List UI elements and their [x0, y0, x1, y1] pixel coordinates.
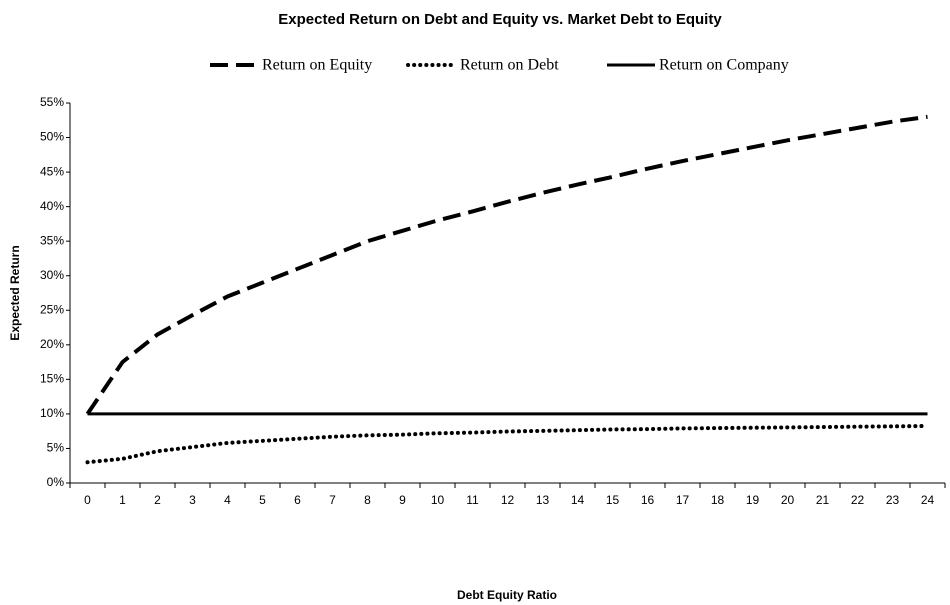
x-tick-label: 1: [119, 493, 126, 507]
x-tick-label: 19: [746, 493, 760, 507]
y-tick-label: 10%: [40, 406, 64, 420]
x-tick-label: 21: [816, 493, 830, 507]
x-tick-label: 10: [431, 493, 445, 507]
y-tick-label: 20%: [40, 337, 64, 351]
legend-label: Return on Company: [659, 57, 789, 74]
x-tick-label: 7: [329, 493, 336, 507]
x-tick-label: 6: [294, 493, 301, 507]
x-tick-label: 11: [466, 493, 479, 507]
x-tick-label: 20: [781, 493, 795, 507]
x-tick-label: 9: [399, 493, 406, 507]
y-tick-label: 30%: [40, 268, 64, 282]
x-tick-label: 8: [364, 493, 371, 507]
x-tick-label: 5: [259, 493, 266, 507]
x-tick-label: 2: [154, 493, 161, 507]
y-tick-label: 45%: [40, 164, 64, 178]
y-tick-label: 40%: [40, 199, 64, 213]
line-series: [85, 424, 930, 465]
y-tick-label: 5%: [47, 441, 65, 455]
x-tick-label: 15: [606, 493, 620, 507]
line-series: [85, 114, 928, 416]
y-tick-label: 25%: [40, 302, 64, 316]
legend-label: Return on Debt: [460, 57, 559, 74]
chart-title: Expected Return on Debt and Equity vs. M…: [278, 11, 722, 28]
y-axis-title: Expected Return: [8, 245, 22, 340]
x-tick-label: 12: [501, 493, 515, 507]
x-tick-label: 14: [571, 493, 585, 507]
legend-label: Return on Equity: [262, 57, 372, 74]
y-tick-label: 50%: [40, 130, 64, 144]
y-tick-label: 15%: [40, 372, 64, 386]
x-tick-label: 0: [84, 493, 91, 507]
y-tick-label: 0%: [47, 475, 65, 489]
x-tick-label: 13: [536, 493, 550, 507]
x-tick-label: 23: [886, 493, 900, 507]
x-tick-label: 4: [224, 493, 231, 507]
x-axis-title: Debt Equity Ratio: [457, 588, 557, 602]
y-tick-label: 35%: [40, 233, 64, 247]
x-tick-label: 24: [921, 493, 935, 507]
x-tick-label: 3: [189, 493, 196, 507]
x-tick-label: 16: [641, 493, 655, 507]
x-tick-label: 22: [851, 493, 865, 507]
x-tick-label: 18: [711, 493, 725, 507]
y-tick-label: 55%: [40, 95, 64, 109]
x-tick-label: 17: [676, 493, 690, 507]
